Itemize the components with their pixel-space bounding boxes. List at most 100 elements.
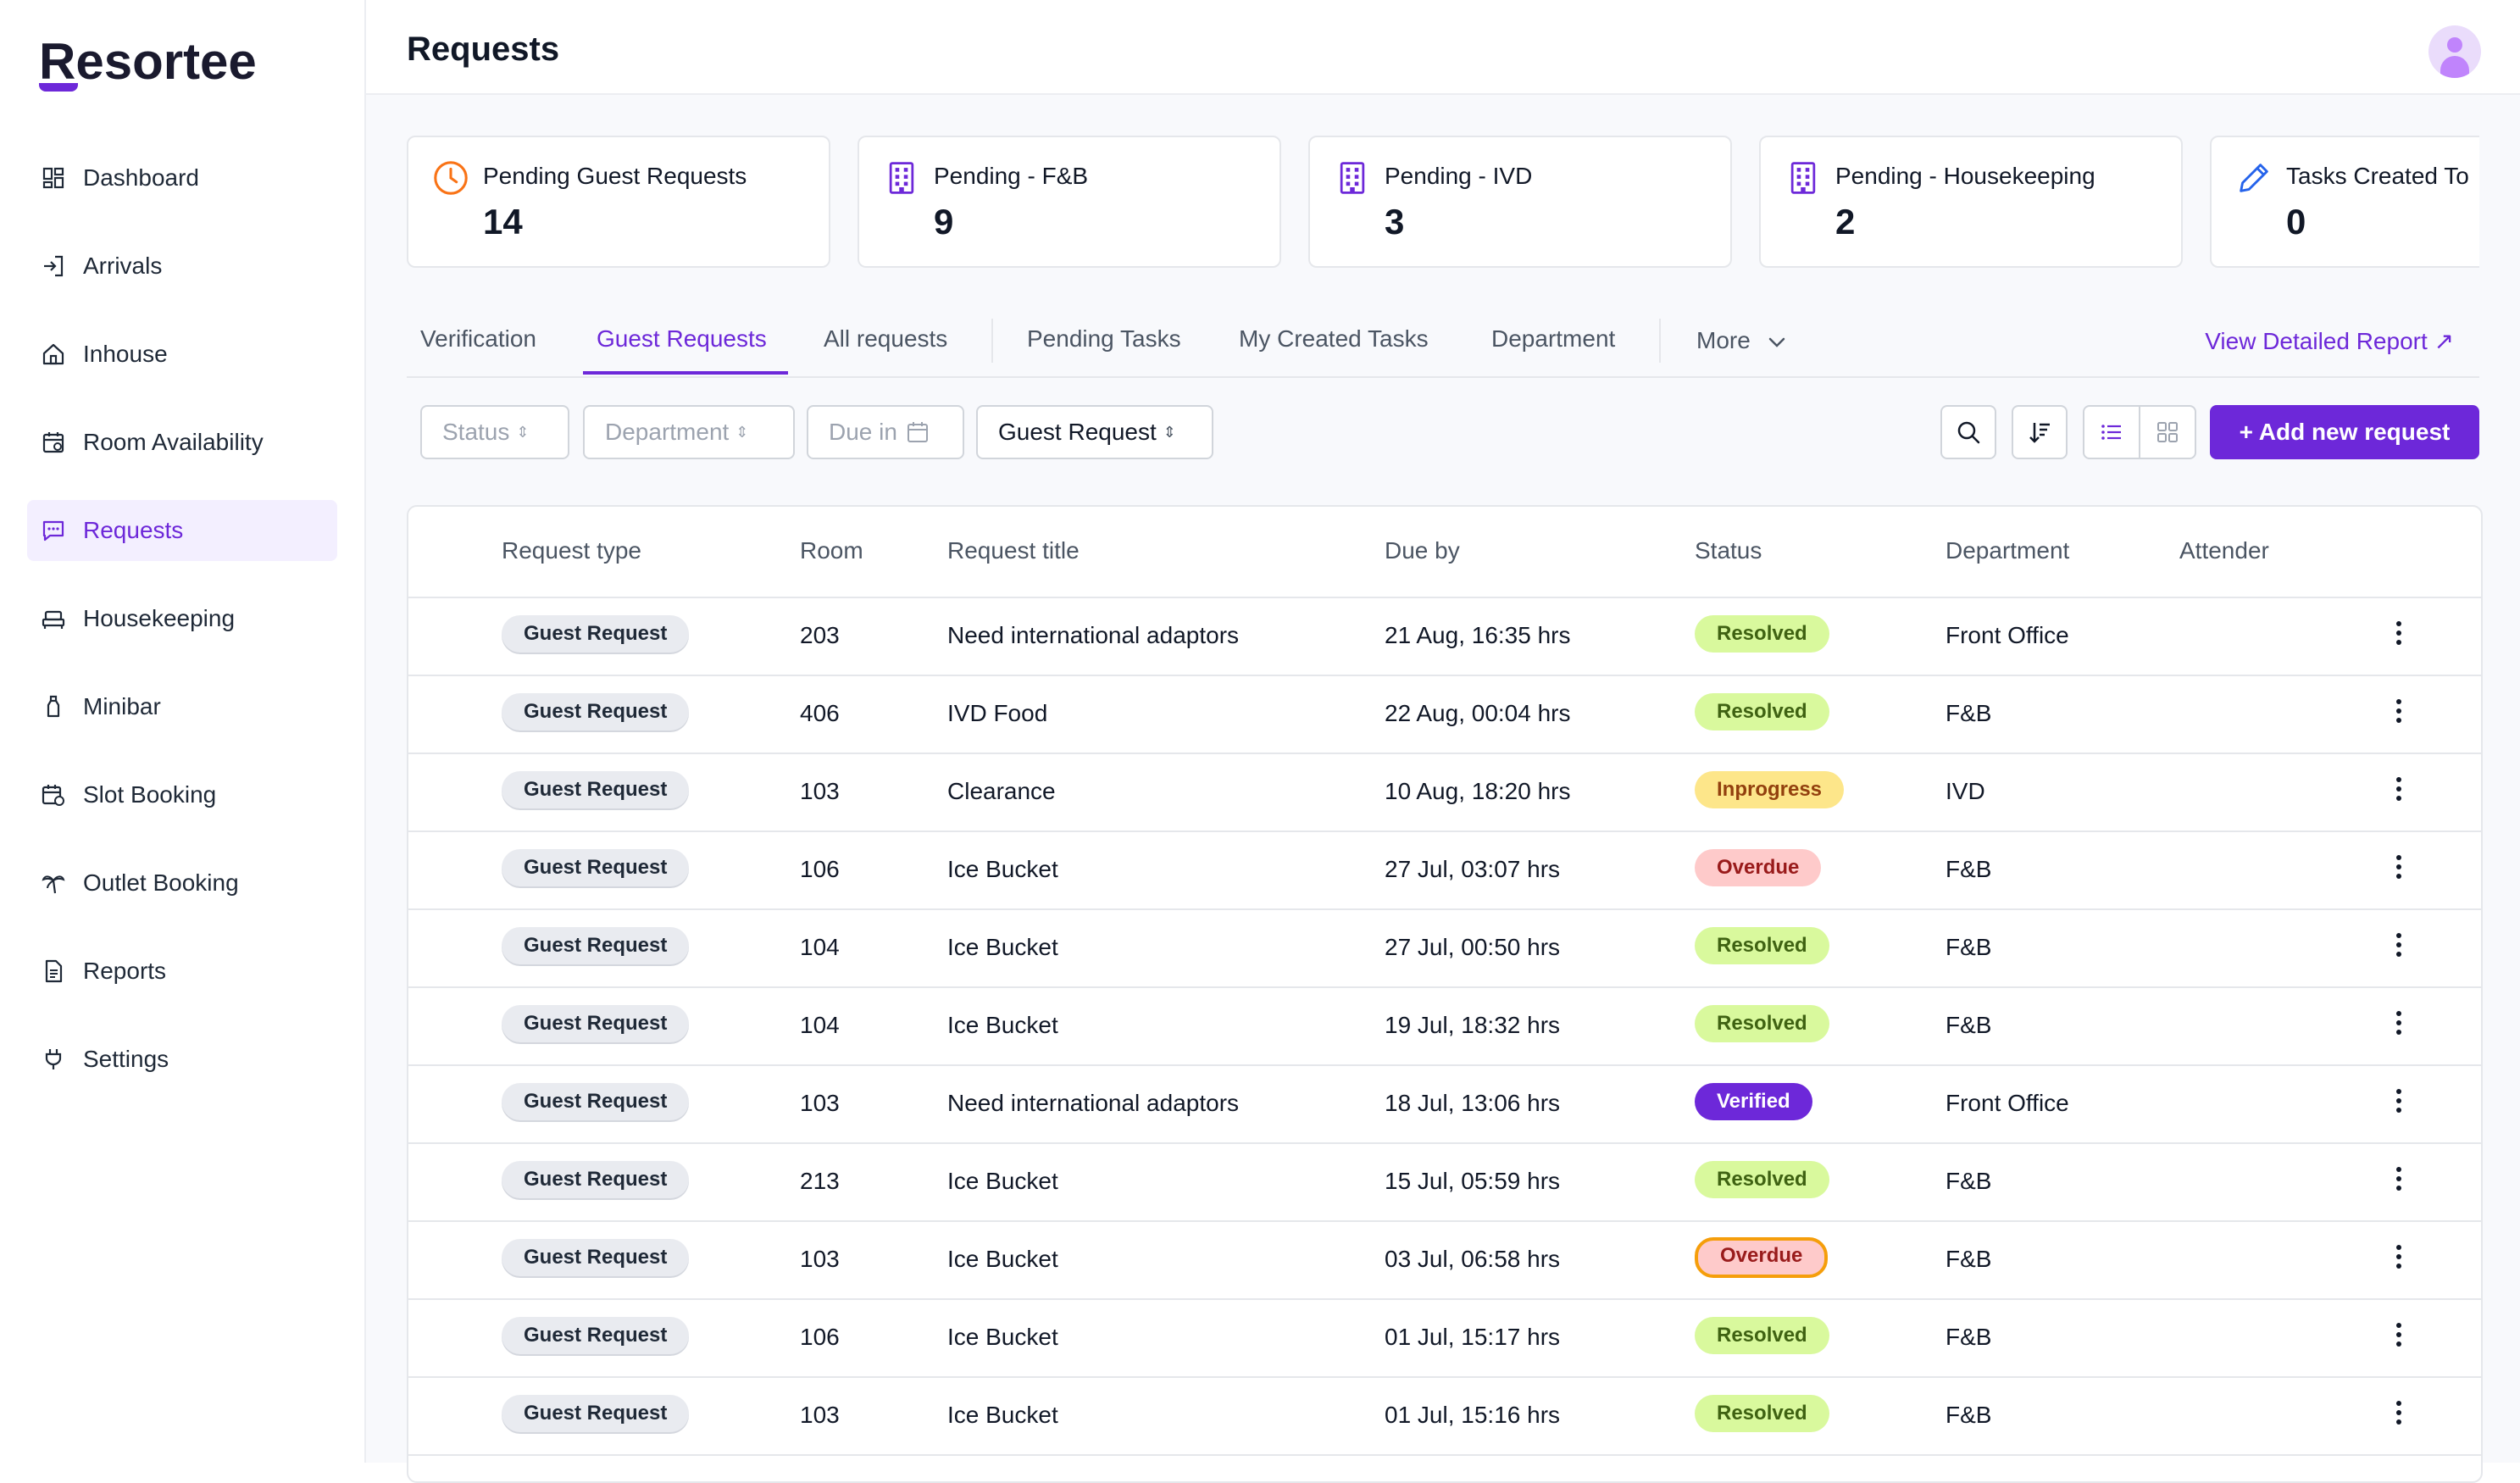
due-by-cell: 01 Jul, 15:17 hrs — [1385, 1324, 1561, 1350]
tab-more[interactable]: More — [1696, 327, 1786, 354]
summary-card[interactable]: Pending Guest Requests 14 — [407, 136, 830, 268]
sidebar-item-settings[interactable]: Settings — [27, 1029, 337, 1090]
row-actions-icon[interactable] — [2395, 1086, 2403, 1120]
sort-chevrons-icon: ⇕ — [1163, 423, 1176, 441]
table-row[interactable]: Guest Request 104 Ice Bucket 19 Jul, 18:32 … — [408, 986, 2481, 1066]
status-badge[interactable]: Verified — [1695, 1083, 1812, 1120]
arrivals-icon — [39, 252, 68, 280]
tab-pending-tasks[interactable]: Pending Tasks — [1027, 325, 1181, 352]
avatar[interactable] — [2428, 25, 2481, 78]
status-badge[interactable]: Resolved — [1695, 1005, 1829, 1042]
col-room[interactable]: Room — [800, 537, 863, 564]
request-type-filter[interactable]: Guest Request ⇕ — [976, 405, 1213, 459]
pencil-icon — [2234, 158, 2274, 198]
sidebar-item-slot-booking[interactable]: Slot Booking — [27, 764, 337, 825]
tab-all-requests[interactable]: All requests — [824, 325, 948, 352]
table-row[interactable]: Guest Request 203 Need international adapt… — [408, 597, 2481, 676]
col-request-type[interactable]: Request type — [502, 537, 641, 564]
view-detailed-report-link[interactable]: View Detailed Report ↗ — [2205, 328, 2454, 354]
col-request-title[interactable]: Request title — [947, 537, 1080, 564]
tab-verification[interactable]: Verification — [420, 325, 536, 352]
col-attender[interactable]: Attender — [2179, 537, 2269, 564]
department-filter[interactable]: Department ⇕ — [583, 405, 795, 459]
request-type-chip: Guest Request — [502, 1161, 690, 1198]
sidebar-item-requests[interactable]: Requests — [27, 500, 337, 561]
row-actions-icon[interactable] — [2395, 1242, 2403, 1276]
sidebar-item-arrivals[interactable]: Arrivals — [27, 236, 337, 297]
table-row[interactable]: Guest Request 104 Ice Bucket 27 Jul, 00:50 … — [408, 908, 2481, 988]
sidebar-item-dashboard[interactable]: Dashboard — [27, 147, 337, 208]
row-actions-icon[interactable] — [2395, 1320, 2403, 1354]
status-badge[interactable]: Resolved — [1695, 1317, 1829, 1354]
add-new-request-button[interactable]: + Add new request — [2210, 405, 2479, 459]
col-status[interactable]: Status — [1695, 537, 1762, 564]
table-row[interactable]: Guest Request 103 Ice Bucket 03 Jul, 06:58 … — [408, 1220, 2481, 1300]
tab-more-label: More — [1696, 327, 1751, 353]
table-row[interactable]: Guest Request 103 Need international adapt… — [408, 1064, 2481, 1144]
row-actions-icon[interactable] — [2395, 775, 2403, 808]
department-cell: F&B — [1946, 1324, 1992, 1350]
row-actions-icon[interactable] — [2395, 853, 2403, 886]
tab-department[interactable]: Department — [1491, 325, 1616, 352]
summary-card-value: 3 — [1385, 202, 1405, 242]
status-badge[interactable]: Inprogress — [1695, 771, 1845, 808]
status-badge[interactable]: Overdue — [1695, 1237, 1829, 1278]
status-badge[interactable]: Resolved — [1695, 1161, 1829, 1198]
status-badge[interactable]: Resolved — [1695, 615, 1829, 653]
sidebar-item-housekeeping[interactable]: Housekeeping — [27, 588, 337, 649]
room-cell: 406 — [800, 700, 840, 726]
status-badge[interactable]: Resolved — [1695, 693, 1829, 730]
col-due-by[interactable]: Due by — [1385, 537, 1460, 564]
list-view-button[interactable] — [2084, 407, 2140, 458]
sidebar-item-label: Room Availability — [83, 429, 264, 455]
summary-card[interactable]: Pending - Housekeeping 2 — [1759, 136, 2183, 268]
main-content: Pending Guest Requests 14 Pending - F&B 9 Pe… — [366, 95, 2520, 1483]
col-department[interactable]: Department — [1946, 537, 2070, 564]
summary-card[interactable]: Tasks Created To 0 — [2210, 136, 2479, 268]
table-row[interactable]: Guest Request 406 IVD Food 22 Aug, 00:04 hr… — [408, 675, 2481, 754]
table-row[interactable]: Guest Request 106 Ice Bucket 27 Jul, 03:07 … — [408, 830, 2481, 910]
due-in-filter[interactable]: Due in — [807, 405, 964, 459]
sidebar: Resortee Dashboard Arrivals Inhouse Room Av… — [0, 0, 366, 1463]
table-row[interactable]: Guest Request 106 Ice Bucket 01 Jul, 15:17 … — [408, 1298, 2481, 1378]
tab-guest-requests[interactable]: Guest Requests — [597, 325, 767, 352]
status-badge[interactable]: Overdue — [1695, 849, 1822, 886]
status-badge[interactable]: Resolved — [1695, 1395, 1829, 1432]
grid-view-button[interactable] — [2140, 407, 2195, 458]
request-type-chip: Guest Request — [502, 849, 690, 886]
row-actions-icon[interactable] — [2395, 1164, 2403, 1198]
row-actions-icon[interactable] — [2395, 930, 2403, 964]
status-filter[interactable]: Status ⇕ — [420, 405, 569, 459]
logo[interactable]: Resortee — [39, 32, 257, 92]
summary-card[interactable]: Pending - IVD 3 — [1308, 136, 1732, 268]
table-row[interactable]: Guest Request 213 Ice Bucket 15 Jul, 05:59 … — [408, 1142, 2481, 1222]
request-type-chip: Guest Request — [502, 1395, 690, 1432]
request-title-cell: Need international adaptors — [947, 622, 1240, 648]
department-cell: IVD — [1946, 778, 1985, 804]
table-row[interactable]: Guest Request 103 Ice Bucket 01 Jul, 15:16 … — [408, 1376, 2481, 1456]
palm-icon — [39, 869, 68, 897]
row-actions-icon[interactable] — [2395, 1008, 2403, 1042]
building-icon — [1332, 158, 1373, 198]
due-in-filter-label: Due in — [829, 419, 897, 445]
tab-my-created-tasks[interactable]: My Created Tasks — [1239, 325, 1429, 352]
table-header: Request type Room Request title Due by S… — [408, 507, 2481, 598]
request-title-cell: Ice Bucket — [947, 1324, 1058, 1350]
summary-card-label: Pending Guest Requests — [483, 163, 747, 189]
row-actions-icon[interactable] — [2395, 619, 2403, 653]
sidebar-item-inhouse[interactable]: Inhouse — [27, 324, 337, 385]
sidebar-item-room-availability[interactable]: Room Availability — [27, 412, 337, 473]
sidebar-item-reports[interactable]: Reports — [27, 941, 337, 1002]
sort-button[interactable] — [2012, 405, 2068, 459]
summary-card[interactable]: Pending - F&B 9 — [858, 136, 1281, 268]
sidebar-item-outlet-booking[interactable]: Outlet Booking — [27, 853, 337, 914]
table-row[interactable]: Guest Request 103 Clearance 10 Aug, 18:20 h… — [408, 753, 2481, 832]
row-actions-icon[interactable] — [2395, 1398, 2403, 1432]
row-actions-icon[interactable] — [2395, 697, 2403, 730]
status-badge[interactable]: Resolved — [1695, 927, 1829, 964]
building-icon — [1783, 158, 1823, 198]
sidebar-item-minibar[interactable]: Minibar — [27, 676, 337, 737]
chevron-down-icon — [1768, 337, 1785, 347]
summary-card-label: Pending - IVD — [1385, 163, 1533, 189]
search-button[interactable] — [1940, 405, 1996, 459]
